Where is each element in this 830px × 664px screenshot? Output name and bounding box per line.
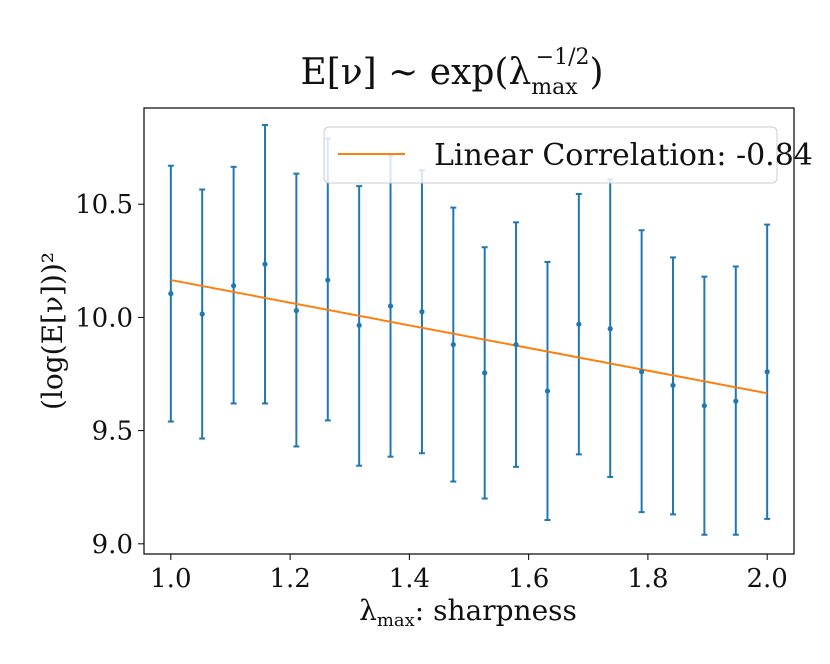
x-axis-label-sub: max [377,610,415,631]
x-axis-label: λmax: sharpness [359,594,577,631]
data-point [733,398,739,404]
errorbar-group [167,123,771,536]
x-tick-label: 2.0 [746,564,787,594]
data-point [387,303,394,309]
regression-line [170,279,768,395]
data-point [701,403,707,409]
points-group [168,261,770,409]
x-axis-label-rest: : sharpness [415,594,577,627]
y-axis-ticks: 9.0 9.5 10.0 10.5 [75,190,144,560]
legend-box [323,126,778,184]
data-point [482,370,488,376]
data-point [199,311,205,317]
x-axis-ticks: 1.0 1.2 1.4 1.6 1.8 2.0 [150,554,788,594]
data-point [513,341,519,348]
data-point [670,382,676,388]
chart-title-sub: max [531,75,578,100]
data-point [576,321,582,327]
data-point [544,388,551,394]
legend: Linear Correlation: -0.84 [323,126,813,184]
x-tick-label: 1.0 [150,564,191,594]
data-point [293,308,299,314]
data-point [764,369,770,375]
plot-area-frame [143,107,795,555]
chart-title: E[ν] ∼ exp(λmax −1/2) [300,45,603,100]
x-tick-label: 1.2 [269,564,310,594]
data-point [231,283,237,289]
data-point [168,291,174,297]
x-axis-label-lambda: λ [359,594,377,627]
data-point [419,309,425,315]
data-point [356,322,362,328]
x-tick-label: 1.4 [389,564,430,594]
y-tick-label: 10.5 [75,190,133,220]
data-point [639,369,645,375]
legend-label: Linear Correlation: -0.84 [434,138,813,173]
y-tick-label: 9.0 [92,530,133,560]
chart-title-sup: −1/2 [536,45,590,70]
y-tick-label: 10.0 [75,303,133,333]
x-tick-label: 1.6 [508,564,549,594]
x-tick-label: 1.8 [627,564,668,594]
y-tick-label: 9.5 [92,417,133,447]
data-point [325,277,331,283]
chart-title-main: E[ν] ∼ exp(λ [300,52,531,93]
data-point [450,341,456,348]
chart-title-close: ) [590,52,604,93]
data-point [607,326,613,332]
data-point [262,261,268,267]
regression-group [170,279,768,395]
y-axis-label: (log(E[ν]))² [36,252,69,410]
